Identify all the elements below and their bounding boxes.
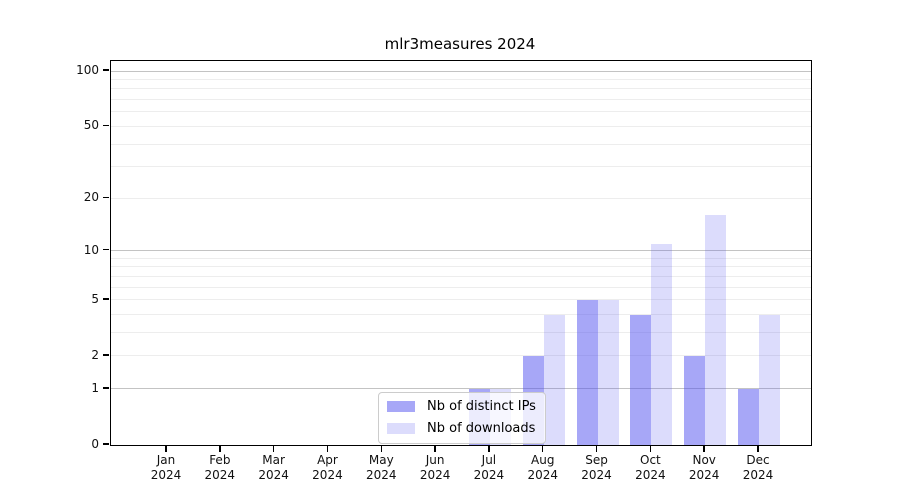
y-tick-label: 20 xyxy=(83,190,99,205)
x-tick-label-jan: Jan 2024 xyxy=(150,453,182,482)
x-tick-label-jun: Jun 2024 xyxy=(419,453,451,482)
y-tick-label: 100 xyxy=(76,63,99,77)
x-tick-label-feb: Feb 2024 xyxy=(204,453,236,482)
y-tick-mark xyxy=(103,354,109,356)
x-tick-mark xyxy=(703,445,705,452)
x-tick-label-oct: Oct 2024 xyxy=(635,453,666,482)
x-tick-label-nov: Nov 2024 xyxy=(688,453,720,482)
x-tick-label-apr: Apr 2024 xyxy=(312,453,343,482)
y-tick-label: 10 xyxy=(83,242,99,257)
legend-swatch-ips xyxy=(387,401,415,412)
y-tick-mark xyxy=(103,298,109,300)
gridline-minor xyxy=(111,332,811,334)
legend-label: Nb of distinct IPs xyxy=(427,399,536,414)
x-tick-mark xyxy=(165,445,167,452)
bar-downloads-nov xyxy=(705,215,727,445)
x-tick-mark xyxy=(326,445,329,452)
x-tick-label-dec: Dec 2024 xyxy=(742,453,774,482)
gridline-minor xyxy=(111,99,811,101)
gridline-minor xyxy=(111,286,811,288)
x-tick-label-aug: Aug 2024 xyxy=(527,453,558,482)
x-tick-label-may: May 2024 xyxy=(365,453,397,482)
y-tick-mark xyxy=(103,124,109,127)
y-tick-mark xyxy=(103,248,109,251)
x-tick-mark xyxy=(541,445,544,452)
gridline-minor xyxy=(111,125,811,127)
gridline-minor xyxy=(111,266,811,268)
x-tick-mark xyxy=(595,445,598,452)
gridline-minor xyxy=(111,166,811,168)
plot-area: Nb of distinct IPs Nb of downloads xyxy=(110,60,812,446)
gridline-major xyxy=(111,388,811,390)
bar-ips-oct xyxy=(630,314,652,445)
bar-ips-nov xyxy=(684,356,706,445)
bar-downloads-oct xyxy=(651,243,673,445)
y-tick-mark xyxy=(103,387,109,389)
y-tick-mark xyxy=(103,443,109,445)
y-tick-label: 5 xyxy=(91,291,99,306)
y-tick-label: 50 xyxy=(83,118,99,133)
gridline-minor xyxy=(111,276,811,277)
chart-title: mlr3measures 2024 xyxy=(384,35,536,53)
gridline-minor xyxy=(111,299,811,301)
legend-label: Nb of downloads xyxy=(427,421,536,436)
y-tick-mark xyxy=(103,196,109,199)
x-tick-label-sep: Sep 2024 xyxy=(581,453,612,482)
bar-downloads-aug xyxy=(543,314,565,445)
gridline-minor xyxy=(111,314,811,316)
x-tick-mark xyxy=(488,445,490,452)
gridline-minor xyxy=(111,257,811,259)
x-tick-label-jul: Jul 2024 xyxy=(473,453,505,482)
gridline-minor xyxy=(111,355,811,357)
bar-ips-dec xyxy=(738,388,760,445)
bar-downloads-sep xyxy=(597,299,619,445)
gridline-minor xyxy=(111,78,811,80)
bar-ips-sep xyxy=(576,299,598,445)
gridline-major xyxy=(111,70,811,72)
y-tick-label: 1 xyxy=(91,380,99,395)
x-tick-mark xyxy=(272,445,275,452)
gridline-major xyxy=(111,250,811,252)
gridline-minor xyxy=(111,197,811,199)
y-tick-label: 0 xyxy=(91,437,99,451)
x-tick-label-mar: Mar 2024 xyxy=(258,453,289,482)
y-tick-label: 2 xyxy=(91,347,99,362)
legend-item: Nb of distinct IPs xyxy=(387,397,536,416)
x-tick-mark xyxy=(434,445,436,452)
x-tick-mark xyxy=(649,445,652,452)
legend: Nb of distinct IPs Nb of downloads xyxy=(378,392,546,444)
gridline-minor xyxy=(111,111,811,113)
y-tick-mark xyxy=(103,69,109,71)
legend-item: Nb of downloads xyxy=(387,419,536,438)
legend-swatch-downloads xyxy=(387,423,415,434)
x-tick-mark xyxy=(380,445,383,452)
gridline-minor xyxy=(111,143,811,145)
x-tick-mark xyxy=(757,445,759,452)
gridline-minor xyxy=(111,88,811,90)
bar-downloads-dec xyxy=(759,314,781,445)
x-tick-mark xyxy=(219,445,221,452)
